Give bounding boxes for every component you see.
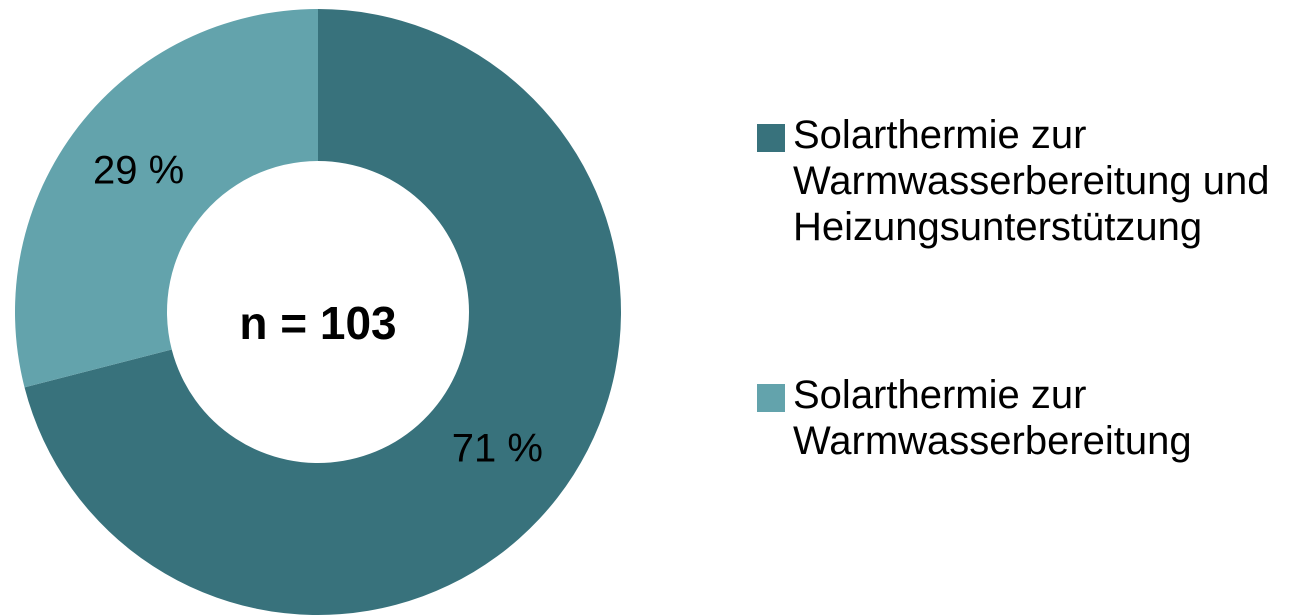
legend-label: Solarthermie zur Warmwasserbereitung und… — [793, 113, 1270, 249]
legend-swatch — [757, 124, 785, 152]
donut-area: 71 % 29 % n = 103 — [14, 9, 622, 615]
center-annotation: n = 103 — [239, 297, 396, 349]
donut-slice — [14, 9, 318, 388]
data-label: 71 % — [452, 427, 543, 471]
donut-slice — [24, 9, 622, 615]
data-label: 29 % — [93, 148, 184, 192]
legend-swatch — [757, 384, 785, 412]
legend-label: Solarthermie zur Warmwasserbereitung — [793, 373, 1192, 463]
